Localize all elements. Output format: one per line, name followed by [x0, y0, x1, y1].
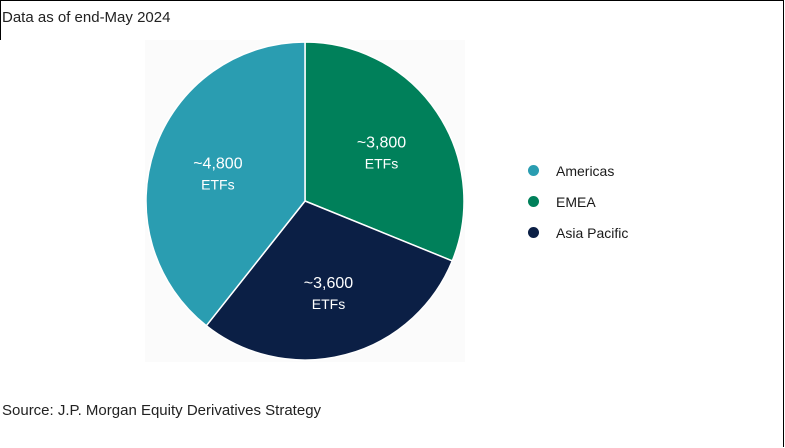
slice-unit-label-asia-pacific: ETFs [312, 296, 345, 312]
legend-label-americas: Americas [556, 162, 615, 179]
legend-label-asia-pacific: Asia Pacific [556, 224, 629, 241]
pie-slice-asia-pacific [205, 200, 454, 361]
data-date-note: Data as of end-May 2024 [2, 9, 171, 26]
slice-unit-label-americas: ETFs [201, 177, 234, 193]
pie-slice-emea [304, 41, 465, 262]
slice-value-label-americas: ~4,800 [193, 156, 242, 173]
source-note: Source: J.P. Morgan Equity Derivatives S… [2, 402, 322, 419]
legend-label-emea: EMEA [556, 193, 596, 210]
slice-unit-label-emea: ETFs [365, 156, 398, 172]
legend-swatch-emea [528, 196, 539, 207]
slice-value-label-emea: ~3,800 [357, 135, 406, 152]
legend-swatch-asia-pacific [528, 227, 539, 238]
legend-item-asia-pacific: Asia Pacific [528, 217, 628, 248]
frame-left-edge [0, 0, 1, 40]
legend-item-americas: Americas [528, 155, 628, 186]
pie-slice-americas [145, 41, 306, 327]
legend-item-emea: EMEA [528, 186, 628, 217]
legend: Americas EMEA Asia Pacific [528, 155, 628, 248]
legend-swatch-americas [528, 165, 539, 176]
slice-value-label-asia-pacific: ~3,600 [304, 275, 353, 292]
